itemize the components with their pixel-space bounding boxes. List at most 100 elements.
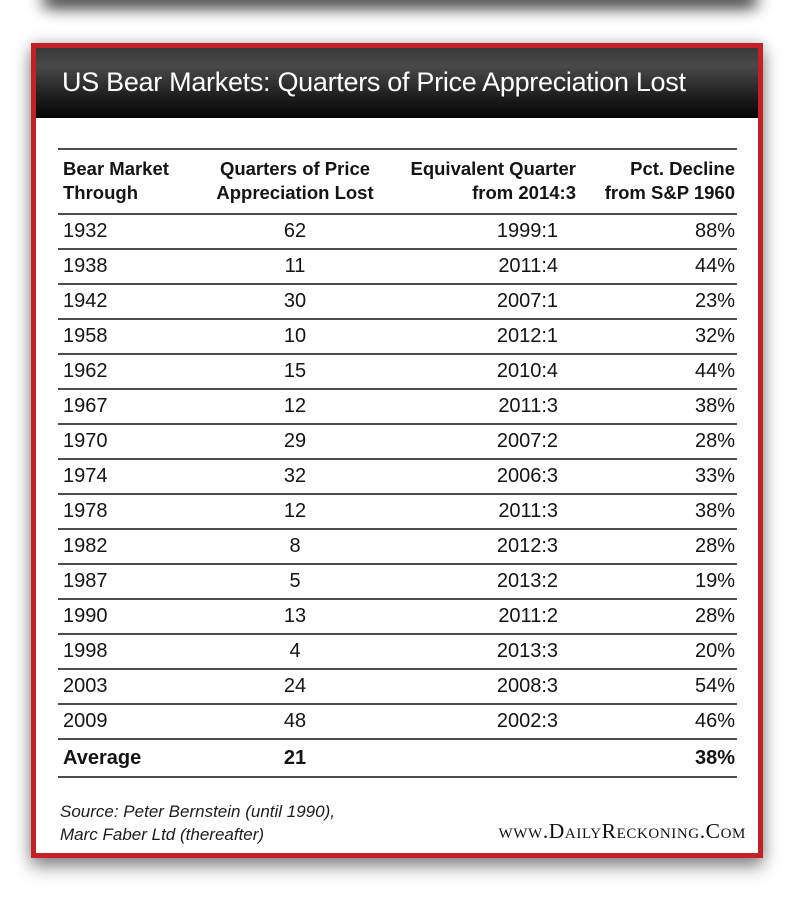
header-line: Pct. Decline <box>630 158 735 179</box>
cell-quarters-lost: 4 <box>289 640 301 662</box>
table-body: 1932 62 1999:1 88% 1938 11 2011:4 44% 19… <box>58 215 737 740</box>
cell-pct-decline: 28% <box>694 605 735 627</box>
cell-equivalent-quarter: 1999:1 <box>496 220 558 242</box>
cell-year: 1978 <box>63 500 108 522</box>
page-title: US Bear Markets: Quarters of Price Appre… <box>62 66 686 97</box>
cell-pct-decline: 33% <box>694 465 735 487</box>
card-footer: Source: Peter Bernstein (until 1990), Ma… <box>36 801 758 847</box>
cell-quarters-lost: 11 <box>284 255 306 277</box>
cell-pct-decline: 46% <box>694 710 735 732</box>
header-bear-market-through: Bear Market Through <box>58 157 186 205</box>
bear-markets-card: US Bear Markets: Quarters of Price Appre… <box>31 43 763 858</box>
cell-equivalent-quarter: 2011:3 <box>498 395 558 417</box>
cell-equivalent-quarter: 2013:2 <box>496 570 558 592</box>
header-line: Bear Market <box>63 158 169 179</box>
cell-pct-decline: 44% <box>694 255 735 277</box>
table-row: 1982 8 2012:3 28% <box>58 530 737 565</box>
header-quarters-lost: Quarters of Price Appreciation Lost <box>186 157 404 205</box>
header-line: Appreciation Lost <box>216 182 374 203</box>
table-row: 1932 62 1999:1 88% <box>58 215 737 250</box>
cell-equivalent-quarter: 2012:1 <box>496 325 558 347</box>
cell-equivalent-quarter: 2011:3 <box>498 500 558 522</box>
cell-pct-decline: 32% <box>694 325 735 347</box>
cell-equivalent-quarter: 2010:4 <box>496 360 558 382</box>
table-header-row: Bear Market Through Quarters of Price Ap… <box>58 150 737 215</box>
header-equivalent-quarter: Equivalent Quarter from 2014:3 <box>404 157 576 205</box>
table-row: 1974 32 2006:3 33% <box>58 460 737 495</box>
cell-pct-decline: 38% <box>694 395 735 417</box>
cell-quarters-lost: 10 <box>283 325 307 347</box>
table-row: 1967 12 2011:3 38% <box>58 390 737 425</box>
cell-equivalent-quarter: 2013:3 <box>496 640 558 662</box>
cell-average-label: Average <box>63 746 142 769</box>
header-line: from 2014:3 <box>472 182 576 203</box>
table-row: 1987 5 2013:2 19% <box>58 565 737 600</box>
cell-pct-decline: 19% <box>694 570 735 592</box>
cell-year: 2003 <box>63 675 108 697</box>
cell-pct-decline: 23% <box>694 290 735 312</box>
cell-year: 1990 <box>63 605 108 627</box>
cell-quarters-lost: 32 <box>283 465 307 487</box>
cell-quarters-lost: 8 <box>289 535 301 557</box>
top-edge-shadow <box>42 0 758 8</box>
cell-pct-decline: 20% <box>694 640 735 662</box>
table-row: 1970 29 2007:2 28% <box>58 425 737 460</box>
cell-equivalent-quarter: 2002:3 <box>496 710 558 732</box>
table-row: 1962 15 2010:4 44% <box>58 355 737 390</box>
cell-pct-decline: 88% <box>694 220 735 242</box>
cell-year: 1938 <box>63 255 108 277</box>
website-credit: www.DailyReckoning.Com <box>498 818 746 843</box>
cell-year: 1970 <box>63 430 108 452</box>
cell-average-decline: 38% <box>694 746 735 769</box>
source-line-2: Marc Faber Ltd (thereafter) <box>60 824 265 844</box>
cell-pct-decline: 28% <box>694 535 735 557</box>
header-line: Through <box>63 182 139 203</box>
cell-pct-decline: 44% <box>694 360 735 382</box>
cell-equivalent-quarter: 2006:3 <box>496 465 558 487</box>
cell-equivalent-quarter: 2008:3 <box>496 675 558 697</box>
table-average-row: Average 21 38% <box>58 740 737 776</box>
table-row: 1938 11 2011:4 44% <box>58 250 737 285</box>
cell-year: 2009 <box>63 710 108 732</box>
cell-year: 1982 <box>63 535 108 557</box>
cell-year: 1962 <box>63 360 108 382</box>
table-row: 1990 13 2011:2 28% <box>58 600 737 635</box>
cell-pct-decline: 38% <box>694 500 735 522</box>
cell-quarters-lost: 62 <box>283 220 307 242</box>
cell-quarters-lost: 12 <box>283 500 307 522</box>
table-row: 2003 24 2008:3 54% <box>58 670 737 705</box>
cell-quarters-lost: 30 <box>283 290 307 312</box>
cell-year: 1942 <box>63 290 108 312</box>
cell-average-quarters: 21 <box>283 746 307 769</box>
title-banner: US Bear Markets: Quarters of Price Appre… <box>36 48 758 118</box>
cell-pct-decline: 54% <box>694 675 735 697</box>
header-pct-decline: Pct. Decline from S&P 1960 <box>576 157 737 205</box>
cell-equivalent-quarter: 2007:1 <box>496 290 558 312</box>
cell-quarters-lost: 29 <box>283 430 307 452</box>
table-row: 1942 30 2007:1 23% <box>58 285 737 320</box>
cell-equivalent-quarter: 2012:3 <box>496 535 558 557</box>
bear-markets-table: Bear Market Through Quarters of Price Ap… <box>58 148 737 778</box>
cell-year: 1987 <box>63 570 108 592</box>
cell-equivalent-quarter: 2011:4 <box>498 255 558 277</box>
header-line: from S&P 1960 <box>604 182 735 203</box>
cell-quarters-lost: 13 <box>283 605 307 627</box>
table-row: 1998 4 2013:3 20% <box>58 635 737 670</box>
cell-year: 1974 <box>63 465 108 487</box>
table-row: 1978 12 2011:3 38% <box>58 495 737 530</box>
cell-year: 1932 <box>63 220 108 242</box>
table-row: 2009 48 2002:3 46% <box>58 705 737 740</box>
source-line-1: Source: Peter Bernstein (until 1990), <box>60 802 335 821</box>
header-line: Quarters of Price <box>219 158 371 179</box>
cell-year: 1998 <box>63 640 108 662</box>
cell-quarters-lost: 15 <box>283 360 307 382</box>
cell-year: 1967 <box>63 395 108 417</box>
cell-quarters-lost: 24 <box>283 675 307 697</box>
cell-quarters-lost: 48 <box>283 710 307 732</box>
cell-equivalent-quarter: 2007:2 <box>496 430 558 452</box>
cell-quarters-lost: 12 <box>283 395 307 417</box>
cell-quarters-lost: 5 <box>289 570 301 592</box>
cell-pct-decline: 28% <box>694 430 735 452</box>
source-note: Source: Peter Bernstein (until 1990), Ma… <box>60 801 335 847</box>
